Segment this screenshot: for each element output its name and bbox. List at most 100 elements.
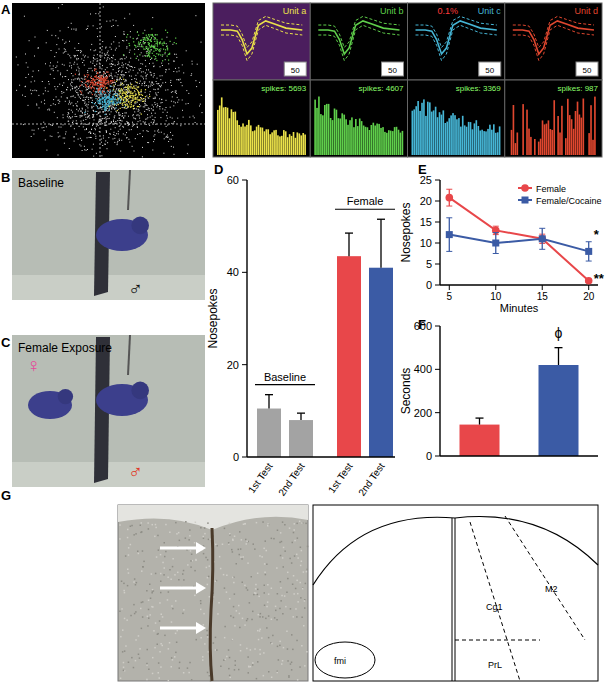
cluster-texture (84, 112, 85, 113)
scatter-texture (90, 14, 91, 15)
scatter-texture (57, 123, 58, 124)
scatter-texture (155, 117, 156, 118)
cluster-texture (109, 95, 110, 96)
cluster-texture (136, 82, 137, 83)
cluster-texture (116, 81, 117, 82)
scatter-texture (100, 107, 101, 108)
scatter-texture (147, 142, 148, 143)
scatter-texture (84, 114, 85, 115)
scatter-texture (155, 89, 156, 90)
cluster-texture (128, 107, 129, 108)
figure: ABCDEFGUnit a50spikes: 5693Unit b50spike… (0, 0, 607, 684)
cluster-texture (108, 83, 109, 84)
cluster-texture (94, 80, 95, 81)
scatter-texture (104, 118, 105, 119)
cluster-texture (88, 74, 89, 75)
scatter-texture (129, 66, 130, 67)
scatter-texture (102, 104, 103, 105)
scatter-texture (105, 117, 106, 118)
cluster-texture (127, 89, 128, 90)
scatter-texture (138, 91, 139, 92)
cluster-texture (94, 69, 95, 70)
scatter-texture (62, 39, 63, 40)
scatter-texture (149, 108, 150, 109)
cluster-texture (127, 95, 128, 96)
scatter-texture (133, 108, 134, 109)
scatter-texture (110, 105, 111, 106)
cluster-texture (136, 58, 137, 59)
scatter-texture (123, 107, 124, 108)
scatter-texture (136, 115, 137, 116)
scatter-texture (172, 118, 173, 119)
scatter-texture (76, 58, 77, 59)
cluster-texture (124, 93, 125, 94)
scatter-texture (120, 100, 121, 101)
cluster-texture (176, 43, 177, 44)
scatter-texture (158, 83, 159, 84)
cluster-texture (100, 93, 101, 94)
scatter-texture (113, 55, 114, 56)
scatter-texture (121, 74, 122, 75)
cluster-texture (93, 87, 94, 88)
scatter-texture (80, 117, 81, 118)
scatter-texture (169, 69, 170, 70)
scatter-texture (111, 111, 112, 112)
cluster-texture (141, 98, 142, 99)
scatter-texture (117, 141, 118, 142)
scatter-texture (156, 94, 157, 95)
scatter-texture (117, 64, 118, 65)
scatter-texture (104, 82, 105, 83)
scatter-texture (159, 98, 160, 99)
cluster-texture (122, 93, 123, 94)
cluster-texture (137, 96, 138, 97)
scatter-texture (76, 109, 77, 110)
cluster-texture (107, 97, 108, 98)
scatter-texture (110, 64, 111, 65)
scatter-texture (153, 46, 154, 47)
cluster-texture (141, 46, 142, 47)
scatter-texture (119, 126, 120, 127)
cluster-texture (114, 94, 115, 95)
scatter-texture (100, 72, 101, 73)
scatter-texture (150, 91, 151, 92)
panel-letter: D (214, 162, 223, 177)
scatter-texture (136, 102, 137, 103)
scatter-texture (154, 102, 155, 103)
scatter-texture (104, 100, 105, 101)
cluster-texture (138, 92, 139, 93)
scatter-texture (144, 123, 145, 124)
scatter-texture (97, 114, 98, 115)
scatter-texture (137, 83, 138, 84)
scatter-texture (126, 138, 127, 139)
cluster-texture (100, 92, 101, 93)
cluster-texture (80, 85, 81, 86)
cluster-texture (118, 104, 119, 105)
cluster-texture (137, 32, 138, 33)
scatter-texture (166, 126, 167, 127)
scatter-texture (74, 136, 75, 137)
scatter-texture (132, 146, 133, 147)
scatter-texture (112, 61, 113, 62)
scatter-texture (124, 81, 125, 82)
cluster-texture (109, 99, 110, 100)
cluster-texture (139, 43, 140, 44)
scatter-texture (99, 121, 100, 122)
cluster-texture (148, 42, 149, 43)
scatter-texture (96, 111, 97, 112)
cluster-texture (123, 99, 124, 100)
scatter-texture (31, 136, 32, 137)
cluster-texture (134, 88, 135, 89)
scatter-texture (126, 98, 127, 99)
cluster-texture (145, 96, 146, 97)
cluster-texture (151, 45, 152, 46)
cluster-texture (113, 102, 114, 103)
scatter-texture (192, 64, 193, 65)
cluster-texture (133, 106, 134, 107)
cluster-texture (94, 76, 95, 77)
scatter-texture (72, 82, 73, 83)
scatter-texture (142, 56, 143, 57)
scatter-texture (64, 48, 65, 49)
scatter-texture (193, 116, 194, 117)
scatter-texture (85, 99, 86, 100)
cluster-texture (96, 82, 97, 83)
